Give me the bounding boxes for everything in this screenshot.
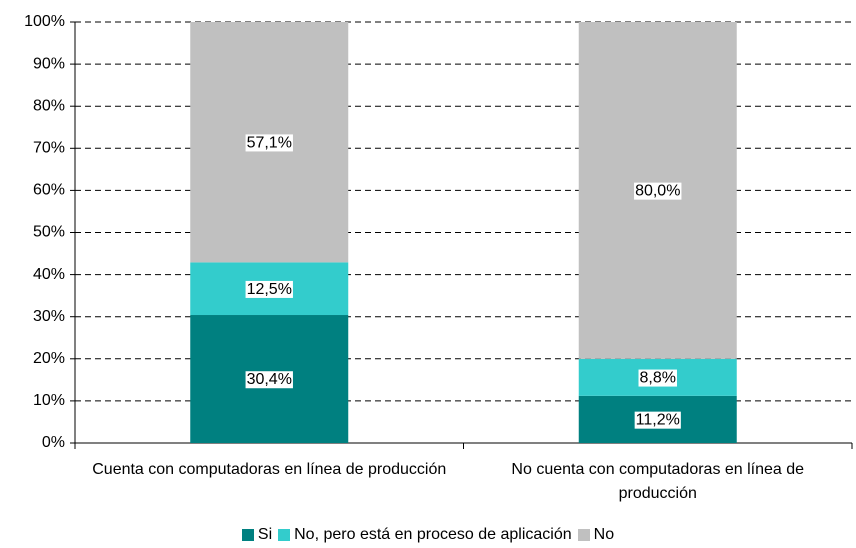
- data-label-bg: [245, 280, 293, 298]
- legend-swatch: [241, 529, 254, 541]
- y-tick-label: 70%: [33, 140, 65, 157]
- y-tick-label: 10%: [33, 392, 65, 409]
- data-label-bg: [634, 411, 681, 429]
- legend: Si No, pero está en proceso de aplicación…: [0, 526, 856, 544]
- y-tick-label: 30%: [33, 308, 65, 325]
- legend-entry: No, pero está en proceso de aplicación: [278, 526, 572, 544]
- data-label-bg: [638, 369, 677, 387]
- legend-entry: No: [577, 526, 615, 544]
- data-label: 57,1%: [245, 134, 293, 152]
- y-tick-label: 20%: [33, 350, 65, 367]
- data-label-text: 30,4%: [247, 371, 292, 388]
- legend-label: No: [593, 526, 615, 543]
- legend-label: Si: [257, 526, 273, 543]
- legend-swatch: [278, 529, 291, 541]
- data-label-text: 8,8%: [640, 370, 676, 387]
- y-tick-label: 90%: [33, 55, 65, 72]
- legend-entry: Si: [241, 526, 273, 544]
- data-label-bg: [634, 182, 682, 200]
- data-label-bg: [245, 134, 293, 152]
- legend-label: No, pero está en proceso de aplicación: [294, 526, 572, 543]
- data-label-bg: [245, 371, 293, 389]
- data-label: 30,4%: [245, 371, 293, 389]
- data-label: 11,2%: [634, 411, 681, 429]
- y-tick-label: 40%: [33, 266, 65, 283]
- legend-swatch: [577, 529, 590, 541]
- data-label: 12,5%: [245, 280, 293, 298]
- x-tick-label: Cuenta con computadoras en línea de prod…: [92, 461, 447, 478]
- data-label-text: 12,5%: [247, 281, 292, 298]
- data-label-text: 80,0%: [635, 183, 680, 200]
- data-label-text: 11,2%: [636, 412, 680, 429]
- y-tick-label: 50%: [33, 224, 65, 241]
- x-tick-label: No cuenta con computadoras en línea de p…: [511, 461, 805, 502]
- y-tick-label: 60%: [33, 182, 65, 199]
- y-tick-label: 100%: [24, 13, 65, 30]
- y-tick-label: 0%: [42, 434, 65, 451]
- data-label-text: 57,1%: [247, 134, 292, 151]
- data-label: 8,8%: [638, 369, 677, 387]
- data-label: 80,0%: [634, 182, 682, 200]
- y-tick-label: 80%: [33, 97, 65, 114]
